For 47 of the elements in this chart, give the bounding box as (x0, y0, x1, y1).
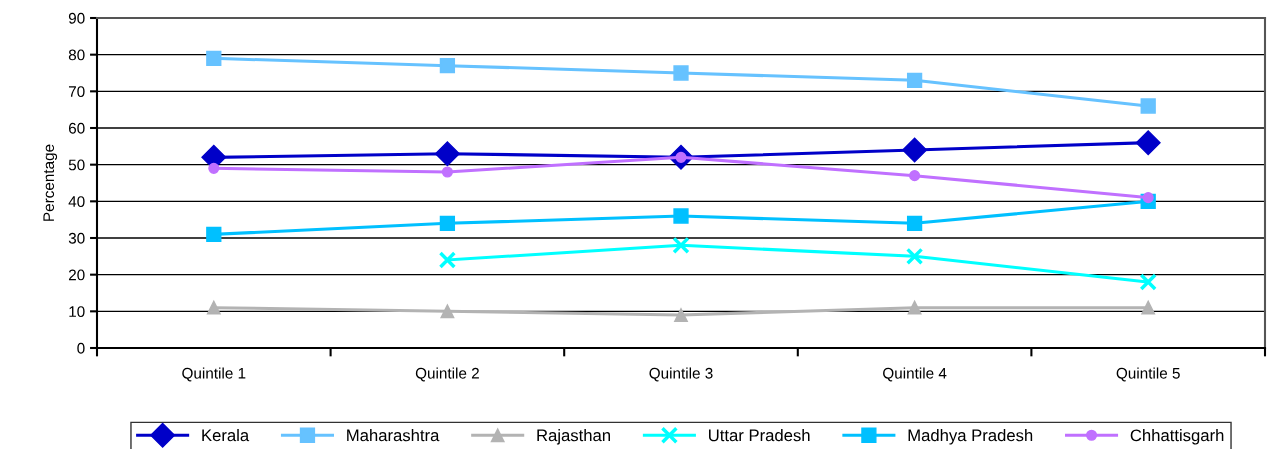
y-tick-label: 70 (68, 86, 85, 98)
y-tick-label: 20 (68, 269, 85, 281)
legend-label: Chhattisgarh (1130, 429, 1224, 445)
x-tick-label: Quintile 1 (182, 367, 246, 382)
point (438, 251, 457, 269)
point (441, 166, 453, 178)
y-tick-label: 30 (68, 232, 85, 244)
legend-label: Uttar Pradesh (709, 429, 810, 442)
point (906, 215, 923, 231)
point (439, 215, 456, 231)
point (673, 208, 689, 224)
x-tick-label: Quintile 3 (649, 367, 713, 382)
point (1141, 300, 1156, 315)
point (439, 58, 456, 74)
point (1142, 192, 1154, 204)
point (1139, 273, 1157, 291)
legend-label: Rajasthan (537, 429, 610, 445)
point (907, 300, 922, 315)
x-tick-label: Quintile 5 (1116, 367, 1180, 382)
point (206, 50, 222, 66)
y-tick-label: 40 (68, 196, 85, 208)
point (909, 170, 921, 182)
point (672, 236, 690, 255)
legend-label: Madhya Pradesh (908, 429, 1033, 445)
y-tick-label: 90 (68, 12, 85, 24)
point (1135, 130, 1161, 156)
point (902, 137, 928, 163)
point (206, 300, 221, 315)
point (673, 65, 689, 81)
y-tick-label: 50 (68, 159, 85, 171)
y-tick-label: 60 (68, 122, 85, 134)
y-tick-label: 10 (69, 306, 85, 318)
point (440, 304, 455, 319)
legend-label: Kerala (202, 429, 250, 442)
y-tick-label: 0 (77, 342, 85, 354)
point (906, 72, 923, 88)
y-tick-label: 80 (68, 49, 85, 61)
point (208, 162, 220, 174)
point (905, 247, 924, 266)
point (434, 141, 460, 167)
y-axis-title: Percentage (43, 144, 58, 221)
x-tick-label: Quintile 4 (883, 367, 947, 382)
point (206, 226, 222, 242)
x-tick-label: Quintile 2 (415, 367, 479, 382)
point (674, 308, 688, 322)
legend-label: Maharashtra (347, 429, 440, 442)
point (1140, 98, 1156, 114)
